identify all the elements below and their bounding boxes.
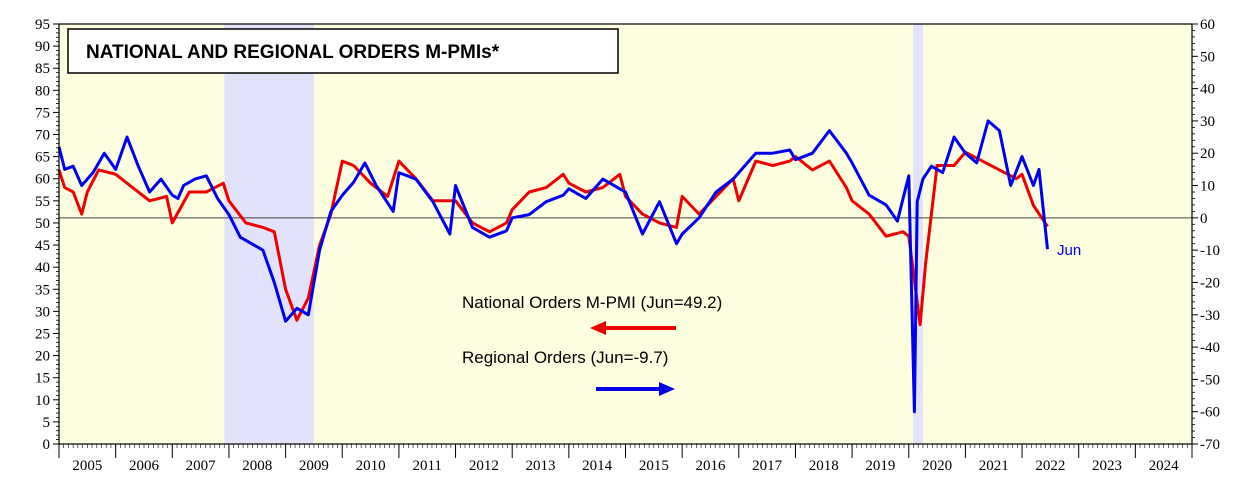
right-tick-label-60: 60: [1200, 17, 1215, 33]
x-tick-label-2016: 2016: [695, 458, 726, 474]
right-tick-label--20: -20: [1200, 275, 1220, 291]
right-y-axis: -70 -60 -50 -40 -30 -20 -10 0 10 20 30 40 50 60: [1192, 17, 1220, 453]
legend-label-national: National Orders M-PMI (Jun=49.2): [462, 293, 722, 312]
x-tick-label-2020: 2020: [922, 458, 952, 474]
left-tick-label-45: 45: [35, 238, 50, 254]
x-tick-label-2011: 2011: [412, 458, 441, 474]
left-tick-label-25: 25: [35, 326, 50, 342]
left-tick-label-85: 85: [35, 61, 50, 77]
x-axis: 2005 2006 2007 2008 2009 2010 2011 2012 2013 2014…: [58, 444, 1193, 474]
left-y-axis: 0 5 10 15 20 25 30 35 40 45 50 55 60 65 70 75 80 85 90 95: [35, 17, 59, 453]
left-tick-label-35: 35: [35, 282, 50, 298]
left-tick-label-30: 30: [35, 304, 50, 320]
x-tick-label-2009: 2009: [299, 458, 329, 474]
legend-arrow-national-left: [590, 321, 676, 335]
x-tick-label-2014: 2014: [582, 458, 613, 474]
x-tick-label-2013: 2013: [526, 458, 556, 474]
left-tick-label-70: 70: [35, 128, 50, 144]
left-tick-label-0: 0: [43, 437, 51, 453]
left-tick-label-65: 65: [35, 150, 50, 166]
series-layer: [57, 119, 1049, 414]
left-tick-label-10: 10: [35, 393, 50, 409]
right-tick-label--10: -10: [1200, 243, 1220, 259]
left-tick-label-15: 15: [35, 371, 50, 387]
x-tick-label-2006: 2006: [129, 458, 160, 474]
x-tick-label-2005: 2005: [72, 458, 102, 474]
right-tick-label-40: 40: [1200, 82, 1215, 98]
right-tick-label-50: 50: [1200, 49, 1215, 65]
x-tick-label-2008: 2008: [242, 458, 272, 474]
series-line-regional-orders: [57, 119, 1049, 414]
x-tick-label-2019: 2019: [865, 458, 895, 474]
x-tick-label-2007: 2007: [186, 458, 217, 474]
left-tick-label-95: 95: [35, 17, 50, 33]
x-tick-label-2017: 2017: [752, 458, 783, 474]
left-tick-label-80: 80: [35, 83, 50, 99]
x-tick-label-2012: 2012: [469, 458, 499, 474]
left-tick-label-60: 60: [35, 172, 50, 188]
x-tick-label-2023: 2023: [1092, 458, 1122, 474]
right-tick-label--60: -60: [1200, 405, 1220, 421]
legend: National Orders M-PMI (Jun=49.2) Regiona…: [462, 293, 722, 396]
right-tick-label-20: 20: [1200, 146, 1215, 162]
right-tick-label--30: -30: [1200, 308, 1220, 324]
x-tick-label-2021: 2021: [979, 458, 1009, 474]
right-tick-label--40: -40: [1200, 340, 1220, 356]
left-tick-label-75: 75: [35, 105, 50, 121]
left-tick-label-50: 50: [35, 216, 50, 232]
x-tick-label-2022: 2022: [1035, 458, 1065, 474]
series-line-national-orders: [57, 150, 1049, 327]
x-tick-label-2018: 2018: [809, 458, 839, 474]
chart-title: NATIONAL AND REGIONAL ORDERS M-PMIs*: [86, 42, 500, 63]
title-box: NATIONAL AND REGIONAL ORDERS M-PMIs*: [67, 28, 619, 74]
left-tick-label-90: 90: [35, 39, 50, 55]
x-tick-label-2024: 2024: [1149, 458, 1180, 474]
annotation-jun: Jun: [1057, 242, 1081, 259]
right-tick-label-30: 30: [1200, 114, 1215, 130]
right-tick-label--70: -70: [1200, 437, 1220, 453]
left-tick-label-5: 5: [43, 415, 51, 431]
legend-label-regional: Regional Orders (Jun=-9.7): [462, 348, 668, 367]
left-tick-label-20: 20: [35, 349, 50, 365]
right-tick-label-0: 0: [1200, 211, 1208, 227]
x-tick-label-2010: 2010: [356, 458, 386, 474]
right-tick-label--50: -50: [1200, 372, 1220, 388]
left-tick-label-40: 40: [35, 260, 50, 276]
legend-arrow-regional-right: [596, 382, 675, 396]
x-tick-label-2015: 2015: [639, 458, 669, 474]
left-tick-label-55: 55: [35, 194, 50, 210]
right-tick-label-10: 10: [1200, 179, 1215, 195]
